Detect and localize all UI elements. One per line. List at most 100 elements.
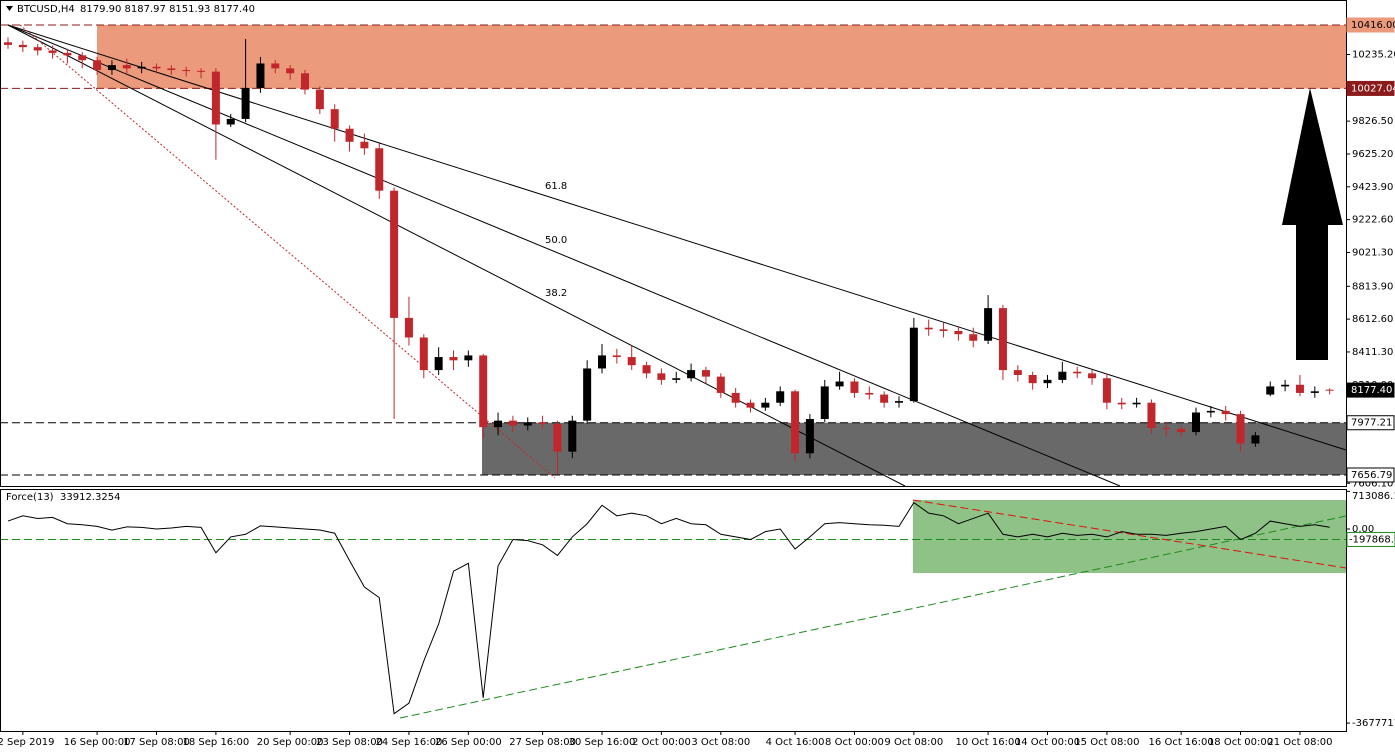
fan-label: 61.8 [545,181,567,192]
level-label: -197868.9 [1349,534,1395,545]
candle-body [1310,391,1319,393]
x-tick-label: 3 Oct 08:00 [691,737,750,748]
price-label: 7656.79 [1351,470,1392,481]
candle-body [404,317,413,338]
candle-body [1177,428,1186,433]
price-box [1346,17,1395,33]
candle-body [241,87,250,119]
candle-body [627,357,636,366]
candle-body [315,89,324,110]
candle-body [1117,402,1126,405]
candle-body [360,141,369,149]
x-tick-label: 16 Sep 00:00 [64,737,131,748]
y-tick-label: 8813.90 [1352,281,1393,292]
x-tick-label: 17 Sep 08:00 [123,737,190,748]
fan-line [7,24,1347,451]
x-tick-label: 20 Sep 00:00 [257,737,324,748]
candle-body [286,68,295,74]
candle-body [256,63,265,88]
candle-body [390,190,399,318]
x-tick-label: 30 Sep 16:00 [569,737,636,748]
candle-body [4,42,12,45]
price-box [1346,80,1395,96]
fibonacci-fan [7,24,1347,487]
x-tick-label: 21 Oct 08:00 [1267,737,1332,748]
resistance-zone [97,24,1346,89]
candle-body [835,381,844,387]
candle-body [1147,402,1156,428]
candle-body [1073,371,1082,374]
y-tick-label: 9021.30 [1352,247,1393,258]
candle-body [182,70,191,72]
candle-body [508,420,517,426]
candle-body [494,420,503,428]
y-tick-label: 9826.50 [1352,116,1393,127]
candle-body [716,376,725,393]
candle-body [1132,402,1141,405]
candle-body [924,327,933,330]
candle-body [805,419,814,454]
candle-body [1281,384,1290,387]
candle-body [746,402,755,408]
price-label: 8177.40 [1351,385,1392,396]
y-tick-label: 7606.10 [1352,478,1393,489]
main-frame [0,0,1347,487]
x-tick-label: 9 Oct 08:00 [884,737,943,748]
candle-body [1221,410,1230,415]
candle-body [895,401,903,403]
x-tick-label: 8 Oct 00:00 [825,737,884,748]
candle-body [211,71,220,125]
force-line [7,501,1330,715]
force-zone [913,500,1346,573]
y-tick-label: 713086.10 [1352,491,1395,502]
candle-body [122,65,131,69]
fan-line [7,24,1121,487]
x-tick-label: 27 Sep 08:00 [509,737,576,748]
candle-body [731,392,740,403]
candle-body [523,422,532,426]
candle-body [1266,386,1275,395]
y-tick-label: 8612.60 [1352,314,1393,325]
candle-body [449,357,458,361]
candle-body [33,47,42,51]
price-label: 10416.00 [1351,20,1395,31]
candle-body [1236,414,1245,444]
candle-body [137,66,146,69]
price-box [1346,467,1395,483]
candle-body [434,357,443,371]
indicator-value: 33912.3254 [60,492,120,503]
x-tick-label: 23 Sep 08:00 [316,737,383,748]
candle-body [776,391,785,403]
candle-body [954,330,963,335]
candle-body [939,329,948,331]
ohlc: 8179.90 8187.97 8151.93 8177.40 [80,4,255,15]
force-trend [399,515,1347,719]
candle-body [1013,370,1022,375]
x-tick-label: 12 Sep 2019 [0,737,55,748]
y-tick-label: 10235.20 [1352,49,1395,60]
candle-body [479,355,488,428]
candle-body [865,392,874,395]
indicator-frame [0,489,1347,732]
candle-body [1192,412,1200,433]
candle-body [152,66,161,69]
candle-body [642,365,651,374]
candle-body [1043,379,1052,384]
x-tick-label: 2 Oct 00:00 [632,737,691,748]
candle-body [63,52,72,56]
symbol: BTCUSD,H4 [17,4,75,15]
candle-body [1325,389,1334,391]
candle-body [998,308,1007,371]
price-label: 10027.04 [1351,83,1395,94]
x-tick-label: 24 Sep 16:00 [376,737,443,748]
price-box [1346,415,1395,431]
candle-body [48,50,57,53]
candle-body [226,118,235,125]
fan-label: 50.0 [545,235,567,246]
candle-body [167,68,176,71]
candle-body [1058,371,1067,380]
candle-body [464,355,473,361]
y-tick-label: 9625.20 [1352,149,1393,160]
